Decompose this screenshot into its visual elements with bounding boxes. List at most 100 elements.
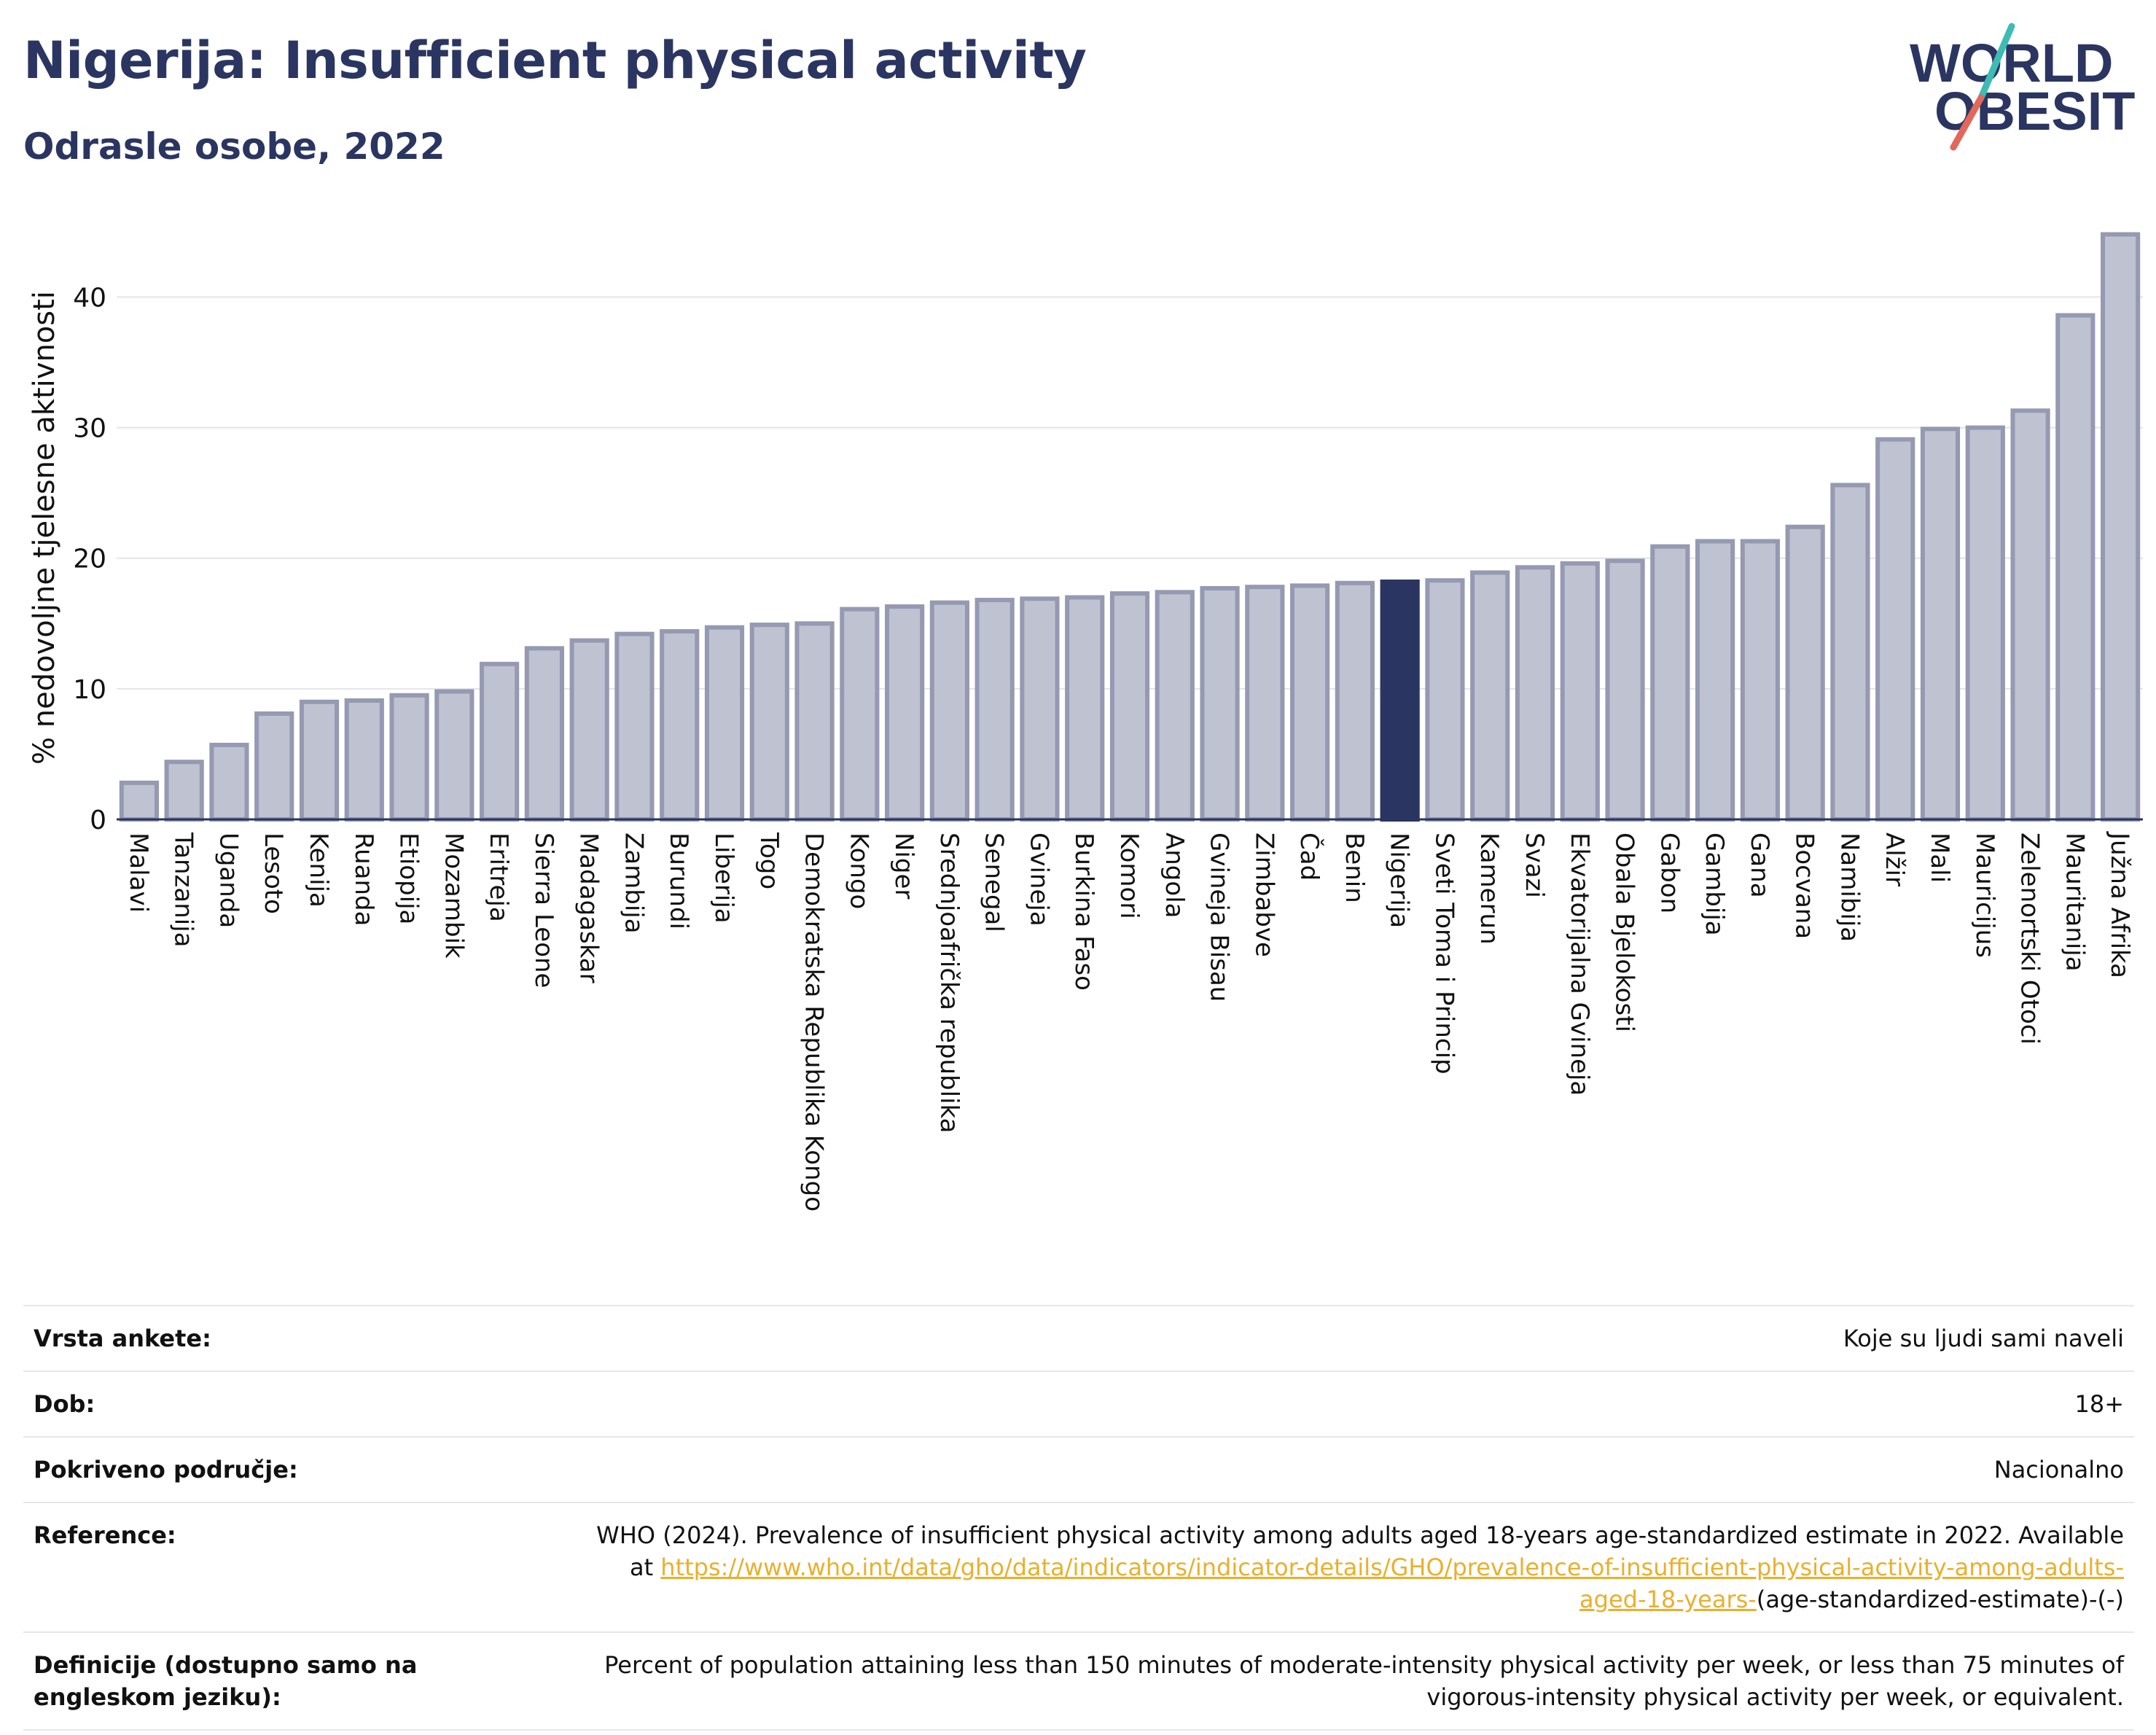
bar <box>434 689 474 822</box>
x-tick-label: Svazi <box>1520 833 1549 898</box>
bar <box>1155 590 1195 822</box>
bar <box>885 604 925 822</box>
info-value: Koje su ljudi sami naveli <box>1843 1325 2124 1352</box>
info-key: Pokriveno područje: <box>34 1456 298 1483</box>
bar <box>299 699 340 822</box>
bar <box>254 711 294 822</box>
x-tick-label: Angola <box>1160 833 1189 918</box>
info-value: Nacionalno <box>1993 1456 2124 1483</box>
bar <box>209 742 249 822</box>
x-tick-label: Kenija <box>304 833 333 908</box>
bar <box>1020 596 1060 822</box>
y-tick-label: 30 <box>73 414 106 444</box>
bar <box>794 621 835 822</box>
bar-chart: 0 10 20 30 40 Malavi Tanzanija Uganda Lesoto Keni… <box>28 232 2143 1212</box>
x-tick-label: Alžir <box>1880 833 1909 886</box>
info-value: WHO (2024). Prevalence of insufficient p… <box>569 1502 2134 1632</box>
info-row-reference: Reference: WHO (2024). Prevalence of ins… <box>23 1502 2134 1632</box>
page-title: Nigerija: Insufficient physical activity <box>23 31 1087 90</box>
info-row-age: Dob: 18+ <box>23 1371 2134 1437</box>
x-tick-label: Gana <box>1745 833 1774 898</box>
bar <box>1875 437 1915 822</box>
bar <box>1200 585 1240 822</box>
page-subtitle: Odrasle osobe, 2022 <box>23 125 445 168</box>
bar <box>704 625 745 822</box>
bar <box>119 780 159 822</box>
x-tick-label: Togo <box>754 832 784 889</box>
x-tick-label: Ruanda <box>349 833 378 926</box>
x-tick-label: Namibija <box>1835 833 1864 942</box>
info-row-survey-type: Vrsta ankete: Koje su ljudi sami naveli <box>23 1306 2134 1371</box>
x-tick-label: Sveti Toma i Princip <box>1429 833 1458 1075</box>
bar <box>1425 578 1465 822</box>
reference-text: WHO (2024). Prevalence of insufficient p… <box>596 1521 2124 1581</box>
x-tick-label: Gabon <box>1655 833 1684 913</box>
bar <box>975 598 1015 822</box>
bar <box>1740 539 1780 822</box>
x-tick-label: Zimbabve <box>1249 833 1278 957</box>
x-tick-label: Uganda <box>214 833 243 928</box>
x-tick-label: Mauritanija <box>2060 833 2089 972</box>
x-tick-label: Bocvana <box>1790 833 1819 939</box>
bar <box>2055 313 2096 822</box>
x-tick-label: Južna Afrika <box>2105 831 2134 978</box>
bar <box>1965 425 2005 822</box>
bar <box>1650 544 1690 822</box>
logo-slash-teal <box>1977 23 2015 101</box>
x-tick-label: Gvineja Bisau <box>1205 833 1234 1002</box>
bar <box>1065 595 1105 822</box>
x-tick-label: Senegal <box>980 833 1009 932</box>
info-value: 18+ <box>2074 1390 2124 1418</box>
x-tick-label: Obala Bjelokosti <box>1610 833 1639 1032</box>
x-tick-label: Eritreja <box>484 833 513 922</box>
x-tick-label: Benin <box>1340 833 1369 903</box>
bar <box>1920 426 1961 822</box>
bar <box>614 631 655 822</box>
bar <box>840 607 880 822</box>
x-tick-label: Komori <box>1114 833 1144 919</box>
bar <box>1830 483 1870 822</box>
bar <box>2101 232 2141 822</box>
bar <box>1245 585 1285 822</box>
info-row-definitions: Definicije (dostupno samo na engleskom j… <box>23 1632 2134 1730</box>
y-tick-label: 40 <box>73 283 106 313</box>
x-tick-label: Liberija <box>709 833 738 924</box>
reference-link[interactable]: https://www.who.int/data/gho/data/indica… <box>660 1553 2124 1613</box>
x-tick-label: Ekvatorijalna Gvineja <box>1565 833 1594 1096</box>
bar <box>480 661 520 822</box>
x-tick-label: Burkina Faso <box>1069 833 1098 991</box>
bar-highlighted <box>1380 579 1420 822</box>
info-key: Dob: <box>34 1390 95 1418</box>
x-tick-label: Lesoto <box>259 833 288 914</box>
x-tick-label: Srednjoafrička republika <box>934 833 964 1133</box>
x-tick-label: Kongo <box>844 833 873 909</box>
world-obesity-logo: WORLD OBESITY <box>1910 23 2136 151</box>
x-tick-label: Čad <box>1294 833 1324 881</box>
x-tick-label: Malavi <box>124 833 153 913</box>
bar <box>524 646 564 822</box>
info-key: Vrsta ankete: <box>34 1325 211 1352</box>
bar <box>1290 583 1330 822</box>
axes: 0 10 20 30 40 Malavi Tanzanija Uganda Lesoto Keni… <box>73 283 2143 1212</box>
bar <box>1785 524 1825 822</box>
info-key: Reference: <box>34 1521 176 1549</box>
x-tick-label: Mozambik <box>439 833 468 959</box>
bar <box>569 638 609 822</box>
x-tick-label: Kamerun <box>1475 833 1504 945</box>
x-tick-label: Madagaskar <box>574 833 604 983</box>
x-tick-label: Zambija <box>619 833 648 934</box>
bar <box>1605 558 1645 822</box>
bar <box>344 698 384 822</box>
x-tick-label: Sierra Leone <box>529 833 558 988</box>
bar <box>164 760 204 822</box>
x-tick-label: Nigerija <box>1385 833 1414 928</box>
bar <box>1470 570 1510 822</box>
y-tick-label: 10 <box>73 675 106 705</box>
x-tick-label: Burundi <box>664 833 693 929</box>
x-tick-label: Gvineja <box>1024 833 1053 927</box>
bar <box>749 623 789 822</box>
x-tick-label: Mali <box>1925 833 1954 883</box>
bar <box>1560 561 1600 822</box>
x-tick-label: Niger <box>889 833 918 899</box>
bar <box>389 693 429 822</box>
